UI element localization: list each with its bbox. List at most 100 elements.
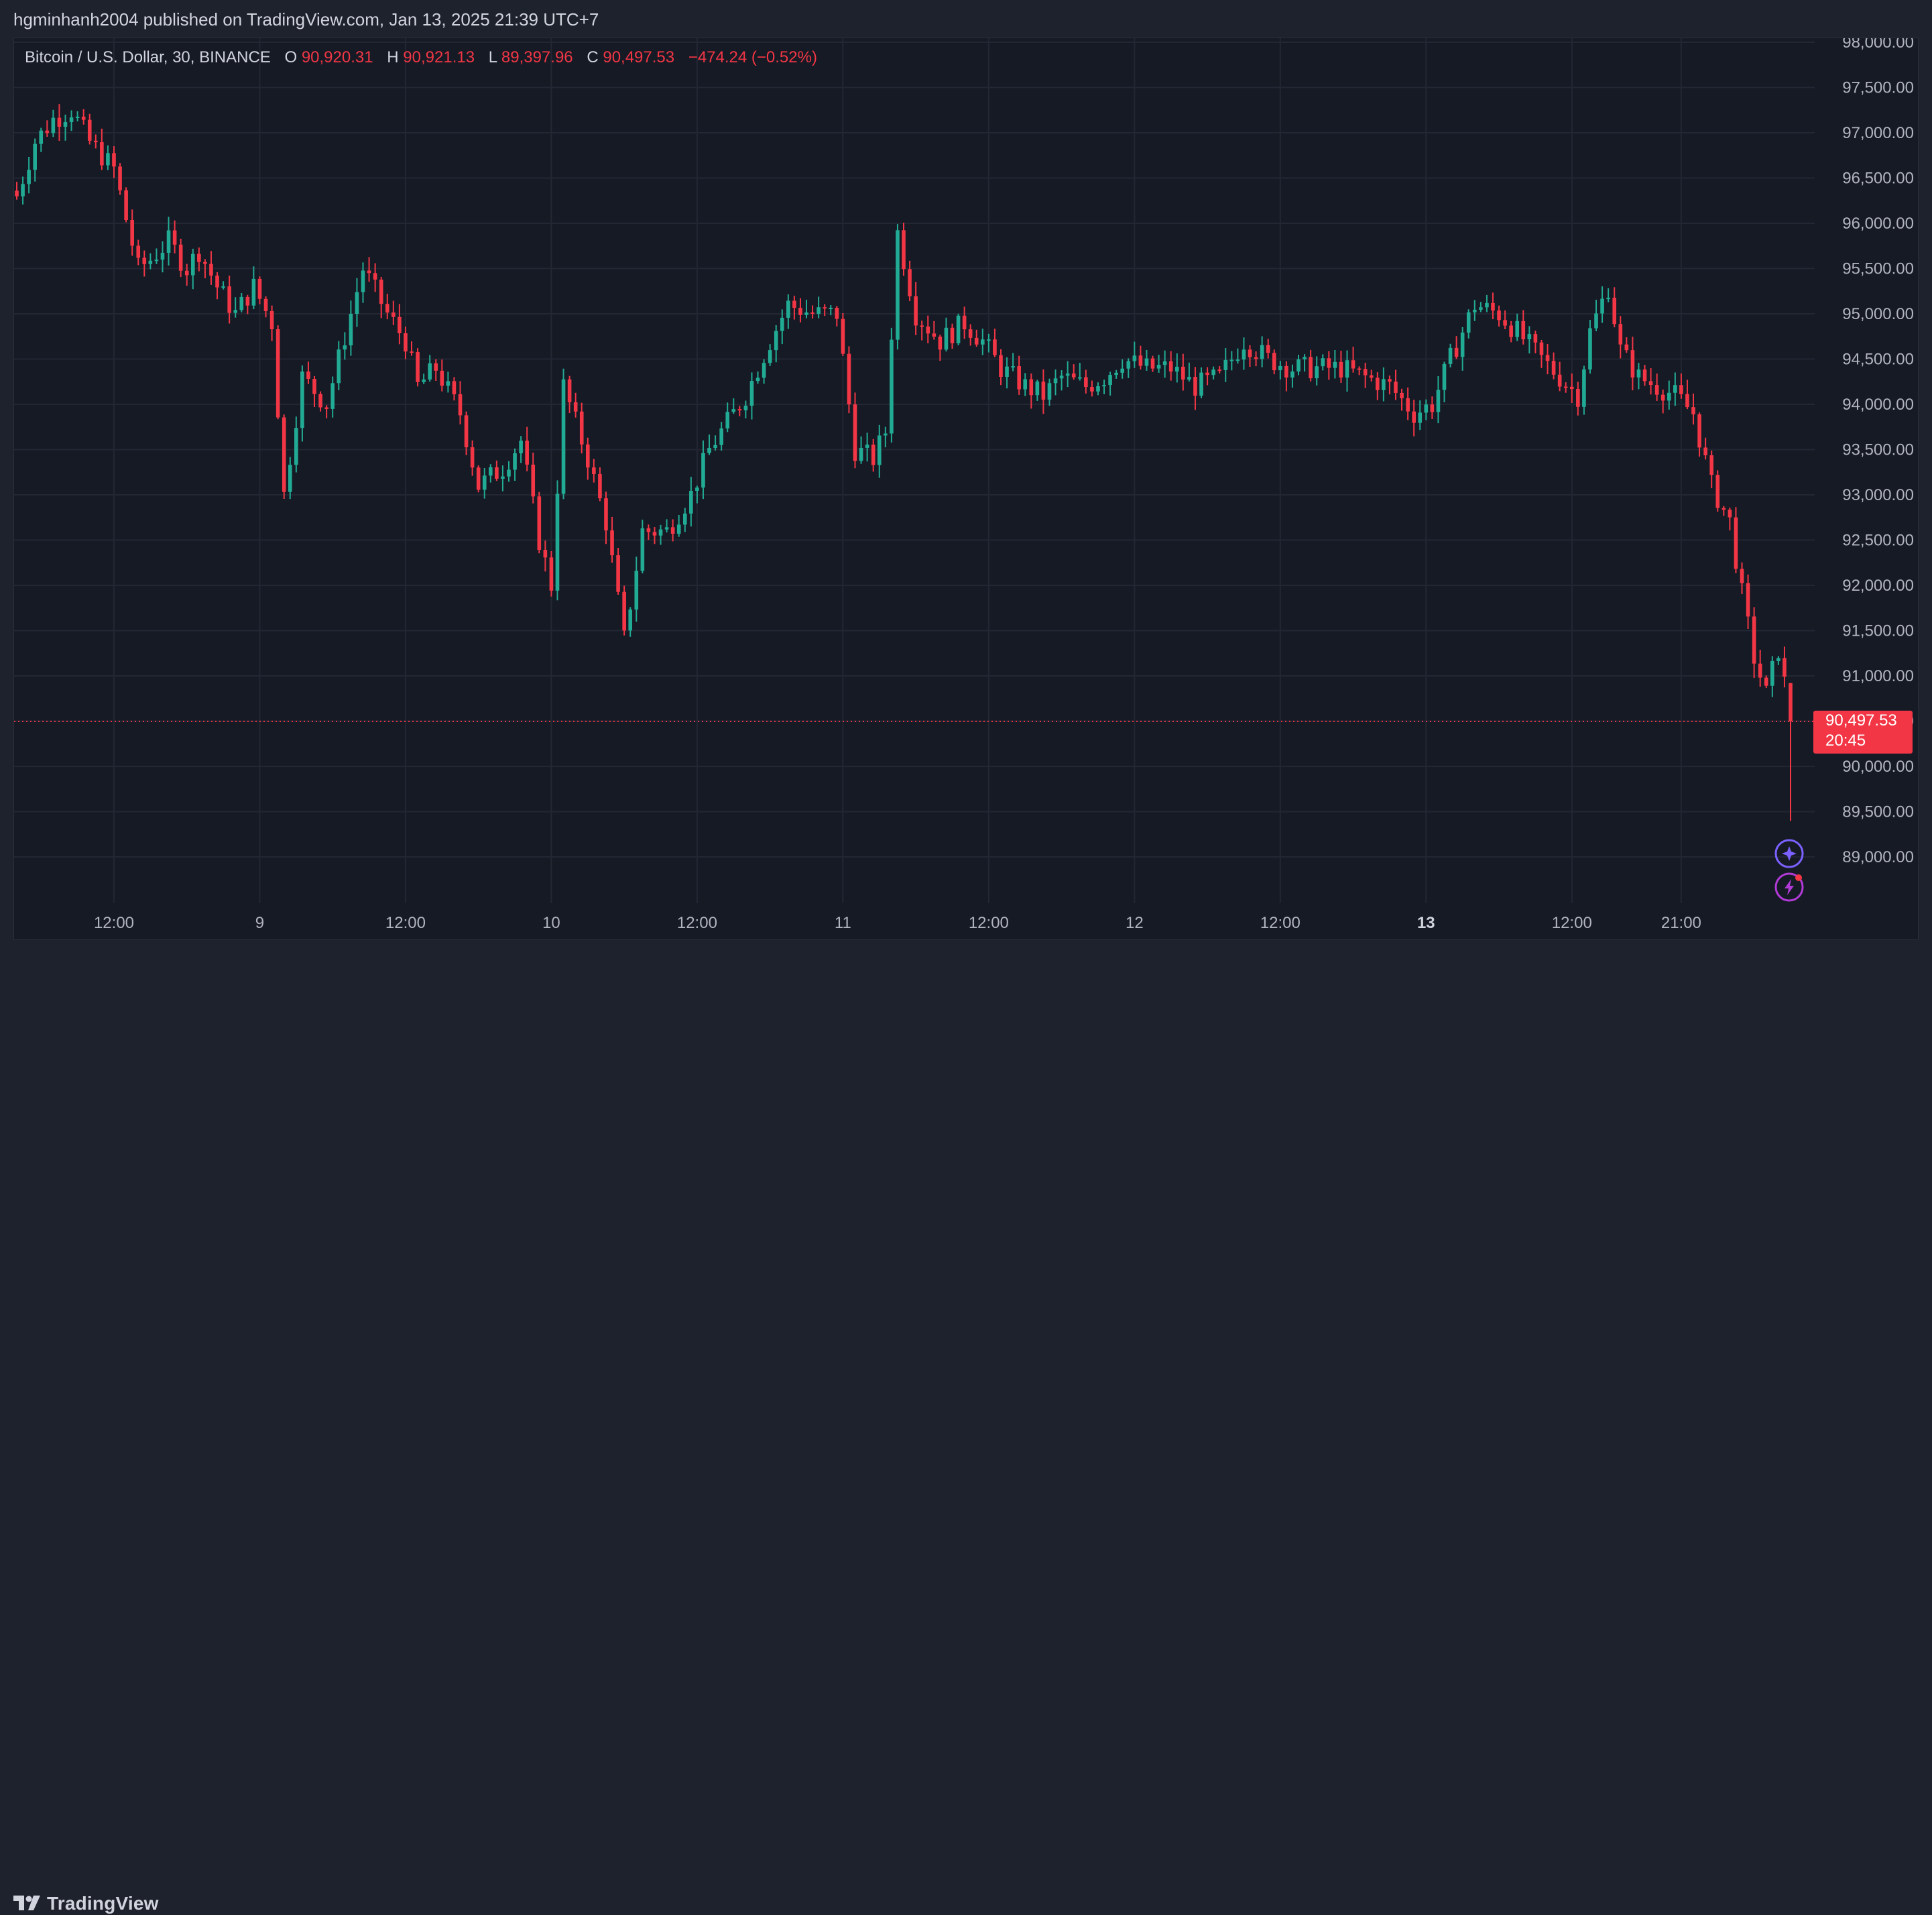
candle (209, 251, 213, 285)
y-tick-label: 94,000.00 (1842, 396, 1914, 414)
candle (774, 325, 778, 363)
time-axis[interactable]: 12:00 9 12:00 10 12:00 11 12:00 12 12:00 13 12:00 2… (94, 914, 1701, 932)
candle-body (130, 219, 134, 246)
candle (1709, 450, 1714, 489)
candle (1071, 364, 1076, 380)
chart-area[interactable]: 89,000.0089,500.0090,000.0090,500.0091,0… (13, 38, 1919, 940)
candle-body (719, 428, 723, 445)
candle-body (762, 363, 766, 378)
candle (501, 465, 505, 491)
candle (288, 457, 292, 500)
candle-body (1728, 510, 1732, 518)
candle (458, 381, 463, 424)
tradingview-logo[interactable]: TradingView (13, 1892, 159, 1915)
candle (361, 262, 365, 303)
legend-symbol: Bitcoin / U.S. Dollar, 30, BINANCE (25, 48, 271, 66)
candle-body (865, 445, 869, 448)
candle (962, 306, 967, 339)
candle (622, 585, 626, 636)
assistant-sparkle-icon[interactable] (1774, 839, 1804, 868)
legend-open: 90,920.31 (302, 48, 373, 66)
candle (1290, 364, 1294, 388)
candle (1144, 349, 1149, 371)
candle (555, 480, 560, 601)
candle-body (743, 406, 748, 410)
candle (93, 134, 98, 149)
candle-body (908, 269, 912, 296)
candle-body (1132, 355, 1137, 361)
y-tick-label: 89,500.00 (1842, 803, 1914, 821)
candle-body (1375, 378, 1380, 390)
candle-body (142, 257, 147, 264)
candle (1315, 356, 1319, 386)
candle-body (361, 270, 365, 292)
candle (1624, 337, 1629, 353)
candle-body (221, 286, 225, 288)
candle (118, 163, 122, 195)
candle-body (646, 528, 651, 532)
candle-body (1174, 366, 1179, 372)
candle-body (398, 316, 402, 333)
candle-body (57, 117, 62, 127)
candle (1740, 562, 1744, 595)
candle (762, 359, 766, 384)
y-tick-label: 91,000.00 (1842, 667, 1914, 685)
candle-body (1539, 342, 1544, 355)
candle (1174, 353, 1179, 383)
candle (1205, 367, 1209, 386)
candle (1679, 373, 1683, 399)
price-chart[interactable]: 89,000.0089,500.0090,000.0090,500.0091,0… (14, 38, 1918, 939)
candle-body (1363, 369, 1368, 375)
candle (920, 321, 924, 341)
candle (1059, 370, 1064, 391)
candle (446, 371, 450, 393)
candle-body (1642, 369, 1647, 382)
candle (525, 426, 529, 471)
candle-body (1187, 377, 1191, 380)
candle-body (1041, 382, 1046, 400)
candle (488, 464, 493, 483)
candle (476, 465, 481, 493)
candle (1642, 365, 1647, 386)
candle (428, 355, 432, 382)
candle (1029, 373, 1034, 409)
candle (701, 440, 705, 500)
candle (1527, 326, 1532, 354)
candle-body (1181, 366, 1185, 380)
candle-body (634, 571, 639, 610)
candle-body (257, 278, 262, 299)
candle-body (251, 278, 256, 306)
candle (1023, 373, 1028, 396)
candle-body (416, 352, 420, 382)
candle (257, 276, 262, 304)
candle-body (737, 409, 742, 411)
candle-body (1697, 414, 1701, 448)
candle (980, 329, 985, 355)
candle (1472, 300, 1477, 321)
candle-body (452, 381, 457, 395)
candle (306, 361, 310, 384)
price-axis[interactable]: 89,000.0089,500.0090,000.0090,500.0091,0… (1842, 38, 1914, 866)
candle-body (1205, 372, 1209, 375)
candle-body (1600, 298, 1604, 314)
candle (1321, 354, 1325, 371)
legend-close-label: C (587, 48, 598, 66)
candle (1654, 373, 1659, 401)
y-tick-label: 95,500.00 (1842, 260, 1914, 278)
candle-body (1472, 309, 1477, 312)
candle (178, 239, 183, 278)
candle-body (1382, 379, 1386, 390)
candle (884, 426, 888, 448)
candle (1612, 287, 1617, 328)
alert-lightning-icon[interactable] (1774, 872, 1804, 902)
candle-body (950, 327, 955, 343)
candle-body (1557, 374, 1562, 387)
candle (707, 434, 711, 455)
candle-body (616, 555, 620, 592)
candle-body (1636, 369, 1641, 378)
candle (676, 515, 681, 537)
x-tick-label: 12:00 (677, 914, 717, 932)
candle-body (926, 326, 930, 334)
y-tick-label: 90,000.00 (1842, 758, 1914, 776)
candle-body (749, 381, 754, 406)
